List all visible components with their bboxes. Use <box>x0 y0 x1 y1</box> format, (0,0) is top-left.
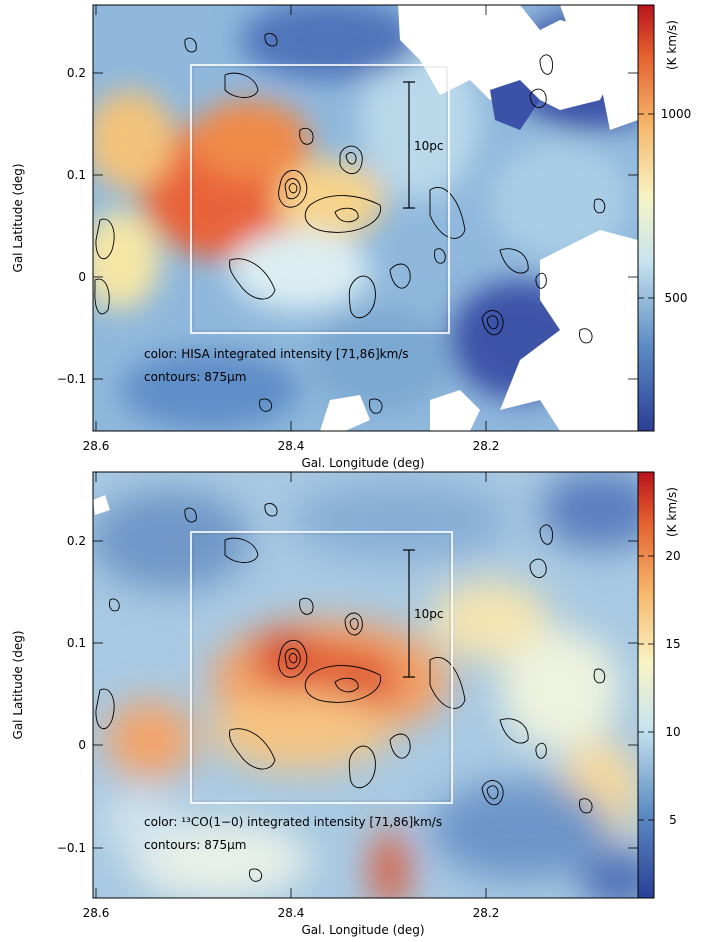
top-scale-bar-label: 10pc <box>414 139 443 153</box>
top-ytick-label: 0.1 <box>67 168 86 182</box>
bottom-panel: 10pc color: ¹³CO(1−0) integrated intensi… <box>11 471 681 937</box>
bottom-intensity-map <box>93 472 638 898</box>
bottom-colorbar-tick: 20 <box>665 549 680 563</box>
bottom-scale-bar-label: 10pc <box>414 607 443 621</box>
top-ylabel: Gal Latitude (deg) <box>11 164 25 273</box>
top-colorbar-tick: 500 <box>665 291 688 305</box>
bottom-xtick-label: 28.4 <box>278 906 305 920</box>
bottom-scale-bar <box>403 549 415 678</box>
top-ytick-label: −0.1 <box>57 372 86 386</box>
bottom-caption-line1: color: ¹³CO(1−0) integrated intensity [7… <box>144 815 442 829</box>
top-axis-ticks <box>93 5 638 431</box>
bottom-highlight-box <box>190 531 453 804</box>
top-intensity-map <box>93 5 638 431</box>
bottom-colorbar-tick: 15 <box>665 637 680 651</box>
bottom-colorbar-tick: 10 <box>665 725 680 739</box>
top-ytick-label: 0 <box>78 270 86 284</box>
top-xtick-label: 28.6 <box>83 439 110 453</box>
top-xtick-label: 28.4 <box>278 439 305 453</box>
top-colorbar-unit: (K km/s) <box>665 20 679 70</box>
top-xtick-label: 28.2 <box>473 439 500 453</box>
top-colorbar <box>637 4 655 432</box>
bottom-colorbar-unit: (K km/s) <box>665 487 679 537</box>
bottom-ylabel: Gal Latitude (deg) <box>11 631 25 740</box>
bottom-colorbar-tick: 5 <box>669 813 677 827</box>
top-panel: 10pc color: HISA integrated intensity [7… <box>11 4 692 470</box>
bottom-axis-ticks <box>93 472 638 898</box>
top-ytick-label: 0.2 <box>67 66 86 80</box>
top-colorbar-tick: 1000 <box>661 107 692 121</box>
top-caption-line1: color: HISA integrated intensity [71,86]… <box>144 347 409 361</box>
bottom-ytick-label: −0.1 <box>57 841 86 855</box>
bottom-xtick-label: 28.6 <box>83 906 110 920</box>
bottom-contours <box>95 503 606 882</box>
bottom-colorbar <box>637 471 655 899</box>
bottom-caption-line2: contours: 875µm <box>144 838 246 852</box>
bottom-ytick-label: 0 <box>78 738 86 752</box>
bottom-xtick-label: 28.2 <box>473 906 500 920</box>
bottom-ytick-label: 0.2 <box>67 534 86 548</box>
top-highlight-box <box>190 64 450 334</box>
bottom-ytick-label: 0.1 <box>67 636 86 650</box>
top-xlabel: Gal. Longitude (deg) <box>301 456 424 470</box>
top-caption-line2: contours: 875µm <box>144 370 246 384</box>
top-scale-bar <box>403 81 415 209</box>
top-contours <box>94 33 606 414</box>
bottom-xlabel: Gal. Longitude (deg) <box>301 923 424 937</box>
